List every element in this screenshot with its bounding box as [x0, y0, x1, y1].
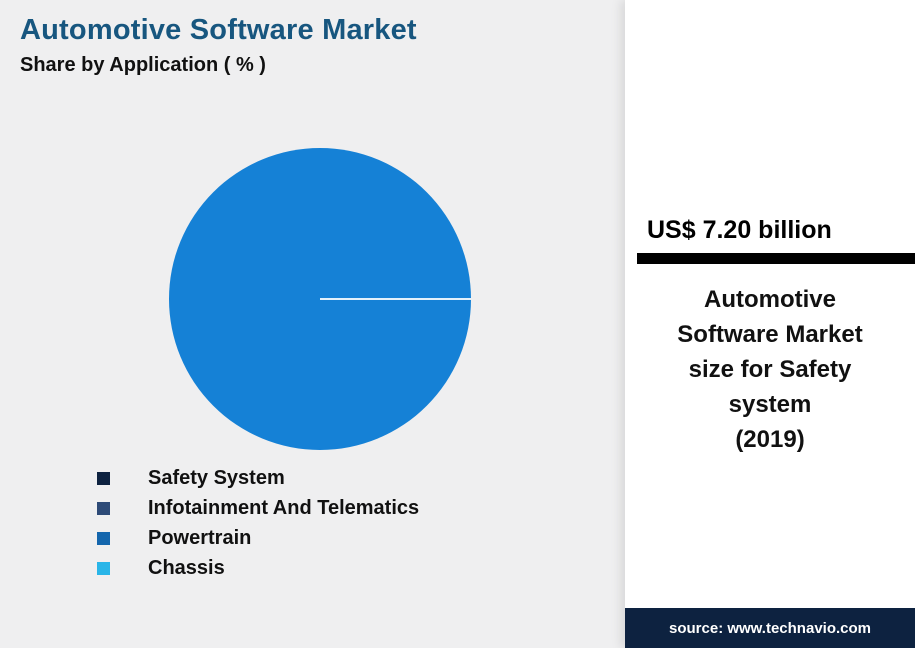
pie-slice-dominant	[169, 148, 471, 450]
chart-area: Automotive Software Market Share by Appl…	[20, 14, 471, 583]
legend-item-chassis: Chassis	[97, 553, 419, 583]
legend-item-safety-system: Safety System	[97, 463, 419, 493]
caption-year: (2019)	[735, 426, 805, 453]
market-size-value: US$ 7.20 billion	[647, 216, 832, 244]
pie-slice-divider-line	[320, 298, 471, 300]
legend-item-powertrain: Powertrain	[97, 523, 419, 553]
legend-item-infotainment-and-telematics: Infotainment And Telematics	[97, 493, 419, 523]
market-size-caption: Automotive Software Market size for Safe…	[663, 282, 878, 457]
pie-chart	[169, 148, 471, 450]
source-text: source: www.technavio.com	[669, 619, 871, 637]
stat-panel: US$ 7.20 billion Automotive Software Mar…	[625, 0, 915, 648]
legend-label: Powertrain	[148, 526, 252, 549]
source-bar: source: www.technavio.com	[625, 608, 915, 648]
caption-text: Automotive Software Market size for Safe…	[677, 286, 863, 418]
legend-swatch-icon	[97, 501, 110, 515]
legend-label: Chassis	[148, 556, 225, 579]
legend-swatch-icon	[97, 471, 110, 485]
legend-label: Safety System	[148, 466, 285, 489]
chart-title: Automotive Software Market	[20, 14, 417, 46]
chart-subtitle: Share by Application ( % )	[20, 54, 266, 76]
legend-swatch-icon	[97, 561, 110, 575]
accent-bar	[637, 253, 915, 264]
legend-label: Infotainment And Telematics	[148, 496, 420, 519]
legend: Safety System Infotainment And Telematic…	[97, 463, 419, 583]
legend-swatch-icon	[97, 531, 110, 545]
